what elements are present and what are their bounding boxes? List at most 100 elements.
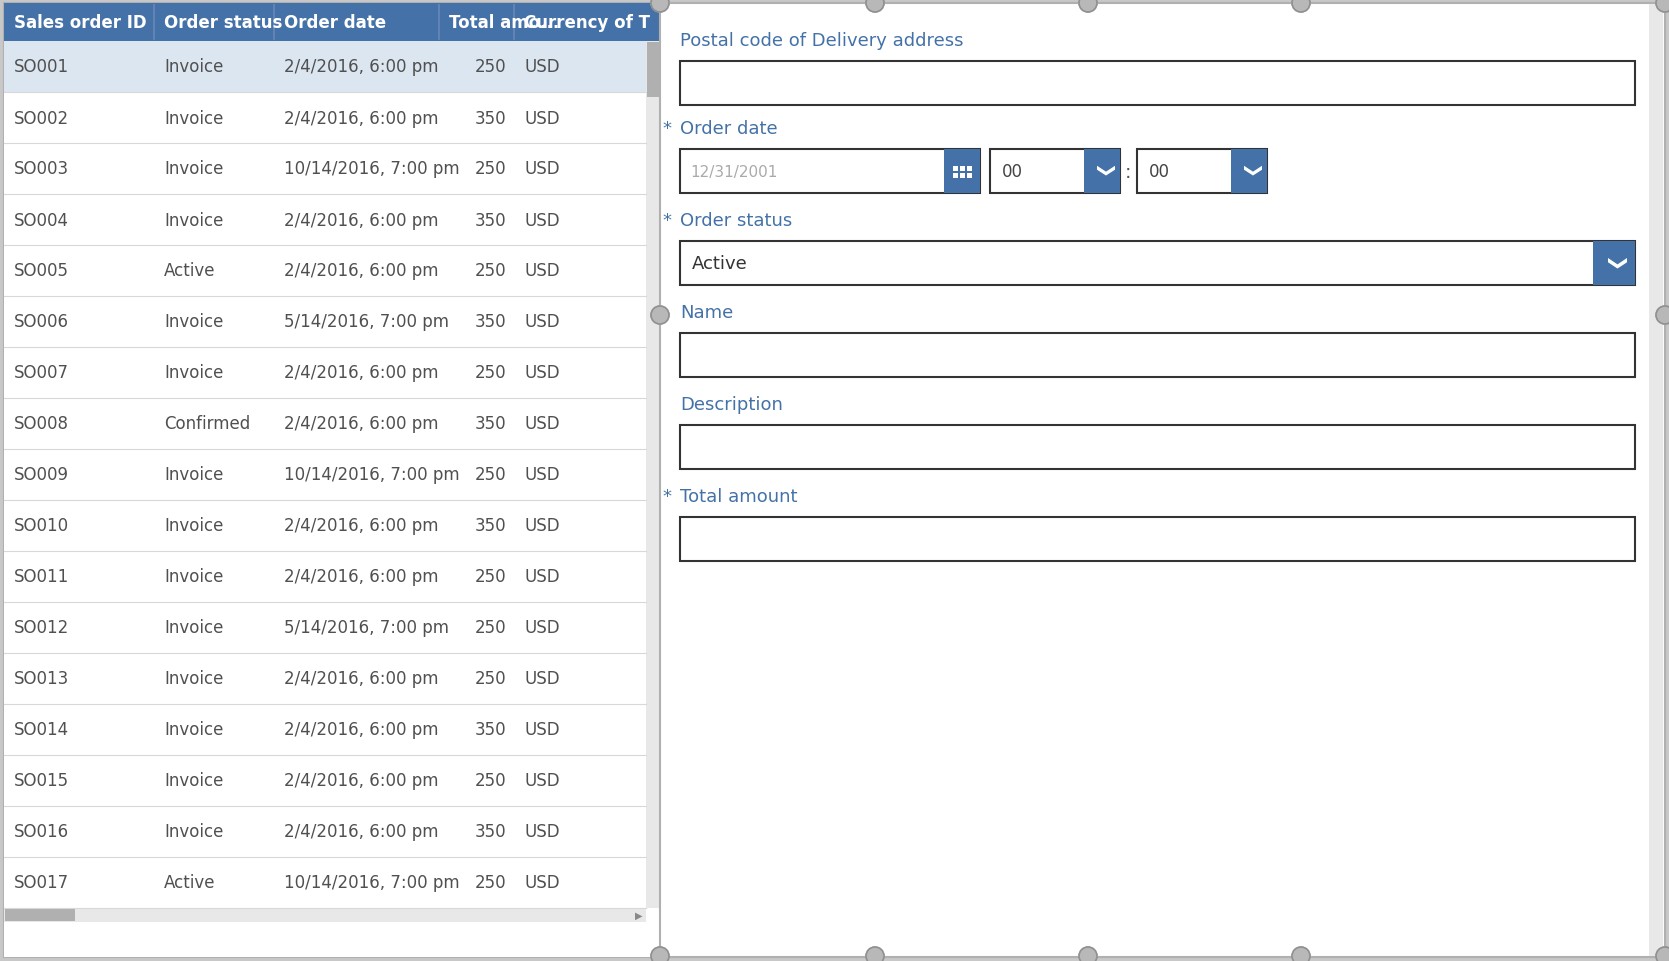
Circle shape (651, 307, 669, 325)
Text: Active: Active (693, 255, 748, 273)
Text: Confirmed: Confirmed (164, 415, 250, 433)
Text: 2/4/2016, 6:00 pm: 2/4/2016, 6:00 pm (284, 772, 439, 790)
Text: USD: USD (524, 262, 559, 281)
Text: USD: USD (524, 721, 559, 739)
Circle shape (1292, 947, 1310, 961)
Text: SO012: SO012 (13, 619, 68, 637)
Text: USD: USD (524, 823, 559, 841)
FancyBboxPatch shape (3, 755, 646, 806)
Text: 250: 250 (474, 364, 506, 382)
Text: USD: USD (524, 211, 559, 230)
Text: USD: USD (524, 772, 559, 790)
Circle shape (651, 0, 669, 13)
Text: *: * (663, 120, 678, 137)
FancyBboxPatch shape (3, 348, 646, 399)
Text: SO007: SO007 (13, 364, 68, 382)
Text: Order date: Order date (284, 14, 386, 32)
FancyBboxPatch shape (3, 806, 646, 857)
Text: Invoice: Invoice (164, 772, 224, 790)
Text: USD: USD (524, 313, 559, 332)
Circle shape (866, 947, 885, 961)
Text: 5/14/2016, 7:00 pm: 5/14/2016, 7:00 pm (284, 313, 449, 332)
FancyBboxPatch shape (3, 42, 646, 93)
Text: *: * (663, 487, 678, 505)
Text: 5/14/2016, 7:00 pm: 5/14/2016, 7:00 pm (284, 619, 449, 637)
FancyBboxPatch shape (679, 517, 1636, 561)
Text: 250: 250 (474, 772, 506, 790)
Text: 250: 250 (474, 466, 506, 484)
FancyBboxPatch shape (3, 246, 646, 297)
Circle shape (866, 0, 885, 13)
Text: 250: 250 (474, 874, 506, 892)
FancyBboxPatch shape (3, 908, 646, 922)
FancyBboxPatch shape (3, 552, 646, 603)
Text: 250: 250 (474, 160, 506, 179)
Text: SO002: SO002 (13, 110, 68, 128)
Text: Active: Active (164, 874, 215, 892)
Text: Invoice: Invoice (164, 466, 224, 484)
Text: 250: 250 (474, 670, 506, 688)
Text: Invoice: Invoice (164, 59, 224, 77)
FancyBboxPatch shape (960, 174, 965, 179)
Text: USD: USD (524, 568, 559, 586)
Circle shape (1292, 0, 1310, 13)
Text: Invoice: Invoice (164, 160, 224, 179)
Text: 10/14/2016, 7:00 pm: 10/14/2016, 7:00 pm (284, 874, 459, 892)
Text: 10/14/2016, 7:00 pm: 10/14/2016, 7:00 pm (284, 466, 459, 484)
Text: USD: USD (524, 160, 559, 179)
Text: Invoice: Invoice (164, 568, 224, 586)
FancyBboxPatch shape (3, 450, 646, 501)
FancyBboxPatch shape (953, 167, 958, 172)
Text: SO010: SO010 (13, 517, 68, 535)
Text: 2/4/2016, 6:00 pm: 2/4/2016, 6:00 pm (284, 364, 439, 382)
FancyBboxPatch shape (945, 150, 980, 194)
FancyBboxPatch shape (648, 43, 659, 98)
Text: 250: 250 (474, 262, 506, 281)
Text: ❯: ❯ (1093, 164, 1112, 180)
Text: 350: 350 (474, 415, 506, 433)
FancyBboxPatch shape (3, 653, 646, 704)
Text: SO017: SO017 (13, 874, 68, 892)
Text: USD: USD (524, 110, 559, 128)
FancyBboxPatch shape (3, 857, 646, 908)
Text: 350: 350 (474, 721, 506, 739)
Circle shape (651, 947, 669, 961)
Text: 350: 350 (474, 313, 506, 332)
Text: USD: USD (524, 874, 559, 892)
Text: Invoice: Invoice (164, 823, 224, 841)
FancyBboxPatch shape (966, 167, 971, 172)
Text: SO001: SO001 (13, 59, 68, 77)
Text: Name: Name (679, 304, 733, 322)
FancyBboxPatch shape (679, 62, 1636, 106)
Text: USD: USD (524, 670, 559, 688)
FancyBboxPatch shape (659, 4, 1666, 957)
FancyBboxPatch shape (679, 150, 980, 194)
Text: Invoice: Invoice (164, 110, 224, 128)
Text: 250: 250 (474, 568, 506, 586)
Circle shape (1078, 0, 1097, 13)
FancyBboxPatch shape (960, 167, 965, 172)
Text: 2/4/2016, 6:00 pm: 2/4/2016, 6:00 pm (284, 211, 439, 230)
Text: 2/4/2016, 6:00 pm: 2/4/2016, 6:00 pm (284, 415, 439, 433)
Text: SO006: SO006 (13, 313, 68, 332)
Text: USD: USD (524, 59, 559, 77)
Text: Sales order ID: Sales order ID (13, 14, 147, 32)
Text: Order date: Order date (679, 120, 778, 137)
Text: Invoice: Invoice (164, 517, 224, 535)
Text: ▶: ▶ (636, 910, 643, 920)
Text: Invoice: Invoice (164, 670, 224, 688)
FancyBboxPatch shape (3, 399, 646, 450)
Text: SO003: SO003 (13, 160, 68, 179)
Text: Description: Description (679, 396, 783, 413)
FancyBboxPatch shape (1592, 242, 1636, 285)
FancyBboxPatch shape (3, 144, 646, 195)
FancyBboxPatch shape (1232, 150, 1267, 194)
Text: 2/4/2016, 6:00 pm: 2/4/2016, 6:00 pm (284, 59, 439, 77)
Text: 250: 250 (474, 619, 506, 637)
Text: SO015: SO015 (13, 772, 68, 790)
Circle shape (1656, 947, 1669, 961)
Text: 2/4/2016, 6:00 pm: 2/4/2016, 6:00 pm (284, 517, 439, 535)
Text: USD: USD (524, 517, 559, 535)
FancyBboxPatch shape (953, 174, 958, 179)
FancyBboxPatch shape (3, 4, 659, 42)
